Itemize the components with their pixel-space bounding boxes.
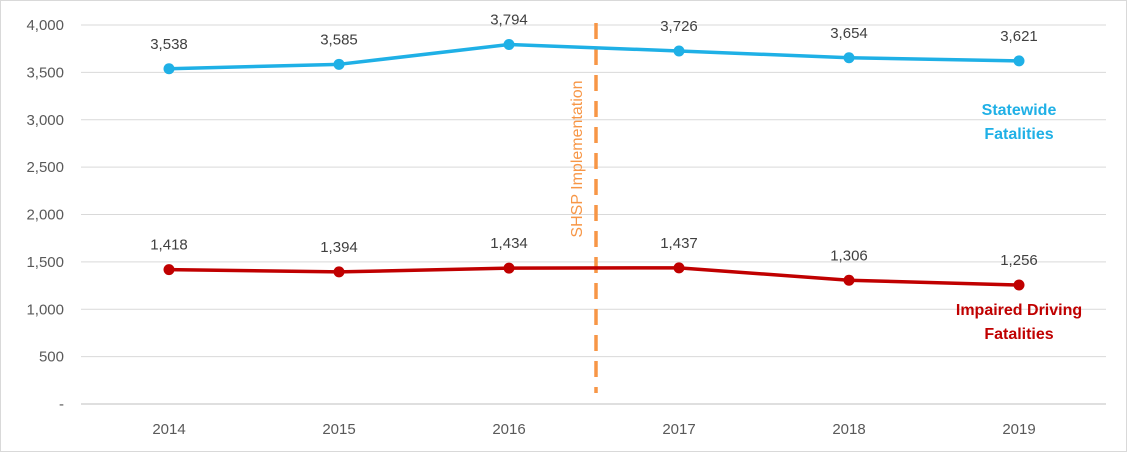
data-point <box>1013 279 1025 291</box>
data-point <box>163 63 175 75</box>
gridlines <box>81 24 1106 405</box>
data-label: 1,418 <box>150 237 188 254</box>
data-point <box>333 58 345 70</box>
y-axis-ticks: - 500 1,000 1,500 2,000 2,500 3,000 3,500 4,000 <box>26 17 64 413</box>
y-tick-label: 500 <box>39 349 64 366</box>
data-point <box>333 266 345 278</box>
data-label: 1,256 <box>1000 252 1038 269</box>
data-point <box>843 274 855 286</box>
data-point <box>673 262 685 274</box>
series-label: Impaired Driving <box>956 302 1082 319</box>
x-tick-label: 2016 <box>492 421 525 438</box>
data-point <box>503 39 515 51</box>
data-label: 1,306 <box>830 247 868 264</box>
data-label: 1,434 <box>490 235 528 252</box>
data-label: 3,794 <box>490 12 528 29</box>
data-point <box>1013 55 1025 67</box>
series-layer: 3,538 3,585 3,794 3,726 3,654 3,621 Statewide F… <box>150 12 1082 343</box>
x-tick-label: 2018 <box>832 421 865 438</box>
data-point <box>163 264 175 276</box>
y-tick-label: 3,500 <box>26 64 64 81</box>
y-tick-label: 2,000 <box>26 207 64 224</box>
data-label: 1,437 <box>660 235 698 252</box>
x-tick-label: 2017 <box>662 421 695 438</box>
y-tick-label: 3,000 <box>26 112 64 129</box>
x-tick-label: 2014 <box>152 421 185 438</box>
series-line-statewide <box>168 42 1020 71</box>
series-label: Fatalities <box>984 126 1053 143</box>
data-label: 3,654 <box>830 25 868 42</box>
data-label: 3,726 <box>660 18 698 35</box>
x-tick-label: 2019 <box>1002 421 1035 438</box>
data-point <box>843 52 855 64</box>
shsp-implementation-label: SHSP Implementation <box>569 80 586 237</box>
y-tick-label: 4,000 <box>26 17 64 34</box>
series-label: Fatalities <box>984 326 1053 343</box>
y-tick-label: 1,000 <box>26 301 64 318</box>
y-tick-label: 2,500 <box>26 159 64 176</box>
data-label: 3,585 <box>320 31 358 48</box>
y-tick-label: 1,500 <box>26 254 64 271</box>
y-tick-label: - <box>59 396 64 413</box>
annotation-layer: SHSP Implementation <box>569 23 598 393</box>
x-axis-ticks: 2014 2015 2016 2017 2018 2019 <box>152 421 1035 438</box>
data-label: 1,394 <box>320 239 358 256</box>
data-label: 3,538 <box>150 36 188 53</box>
data-point <box>673 45 685 57</box>
data-point <box>503 262 515 274</box>
x-tick-label: 2015 <box>322 421 355 438</box>
series-label: Statewide <box>982 102 1057 119</box>
data-label: 3,621 <box>1000 28 1038 45</box>
series-line-impaired <box>168 266 1020 287</box>
